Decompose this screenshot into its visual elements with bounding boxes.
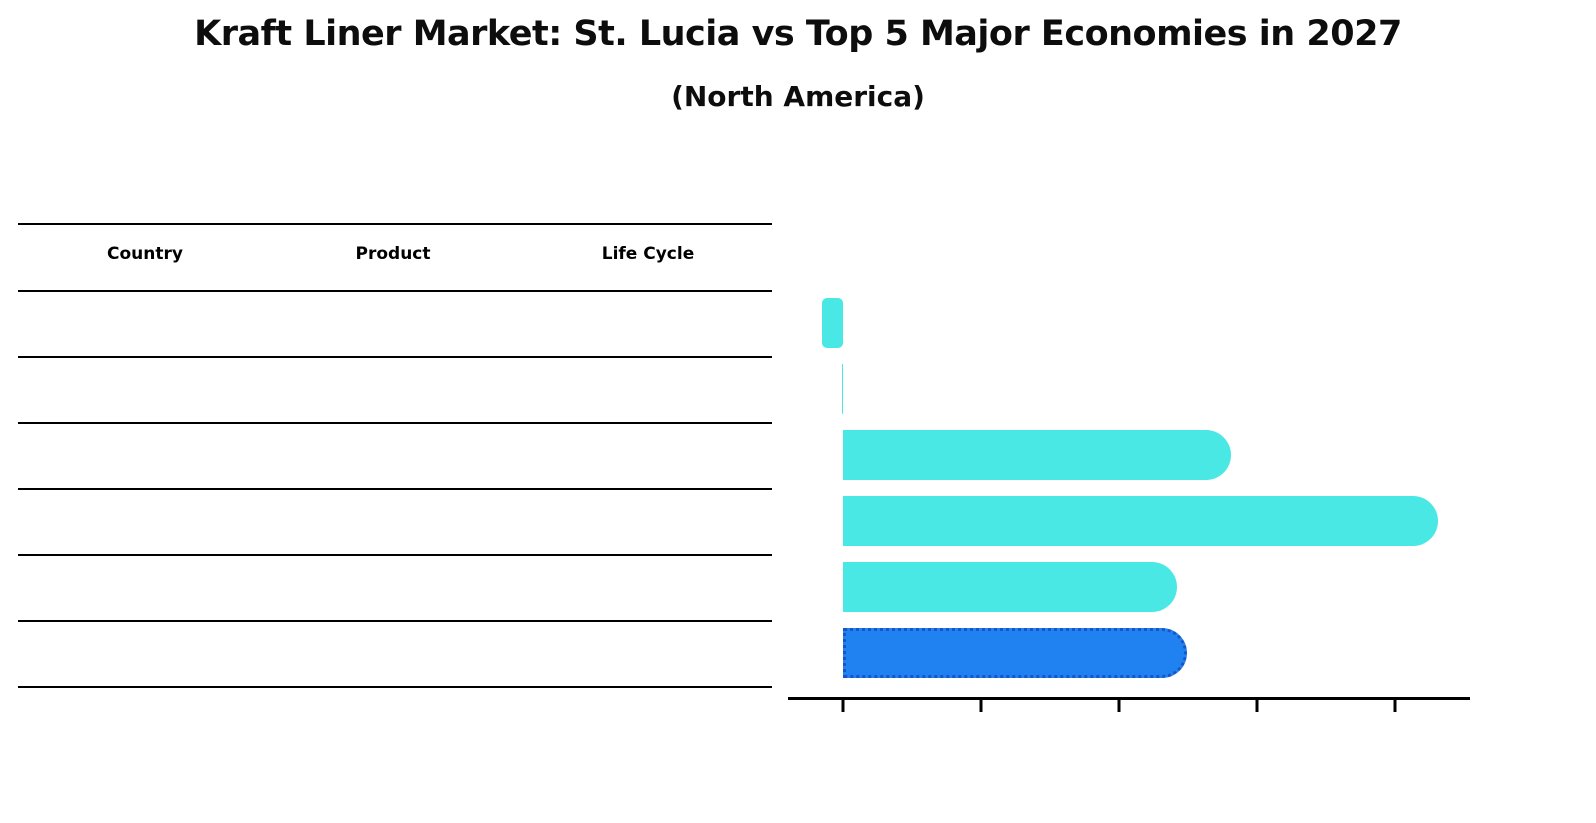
- column-header-product: Product: [355, 244, 431, 264]
- bar: [843, 562, 1177, 612]
- bar-highlighted: [843, 628, 1187, 678]
- chart-title: Kraft Liner Market: St. Lucia vs Top 5 M…: [194, 14, 1402, 54]
- table-bottom-border: [18, 686, 772, 688]
- table-header-underline: [18, 290, 772, 292]
- table-row-separator: [18, 620, 772, 622]
- column-header-life-cycle: Life Cycle: [601, 244, 695, 264]
- x-axis-tick: [1393, 700, 1397, 712]
- x-axis-line: [788, 697, 1470, 700]
- table-row-separator: [18, 554, 772, 556]
- table-row-separator: [18, 422, 772, 424]
- bar: [822, 298, 843, 348]
- table-row-separator: [18, 356, 772, 358]
- bar: [843, 430, 1231, 480]
- x-axis-tick: [979, 700, 983, 712]
- x-axis-tick: [1255, 700, 1259, 712]
- table-top-border: [18, 223, 772, 225]
- chart-subtitle: (North America): [671, 80, 925, 113]
- x-axis-tick: [841, 700, 845, 712]
- bar: [843, 496, 1438, 546]
- bar: [841, 364, 843, 414]
- column-header-country: Country: [107, 244, 183, 264]
- x-axis-tick: [1117, 700, 1121, 712]
- table-row-separator: [18, 488, 772, 490]
